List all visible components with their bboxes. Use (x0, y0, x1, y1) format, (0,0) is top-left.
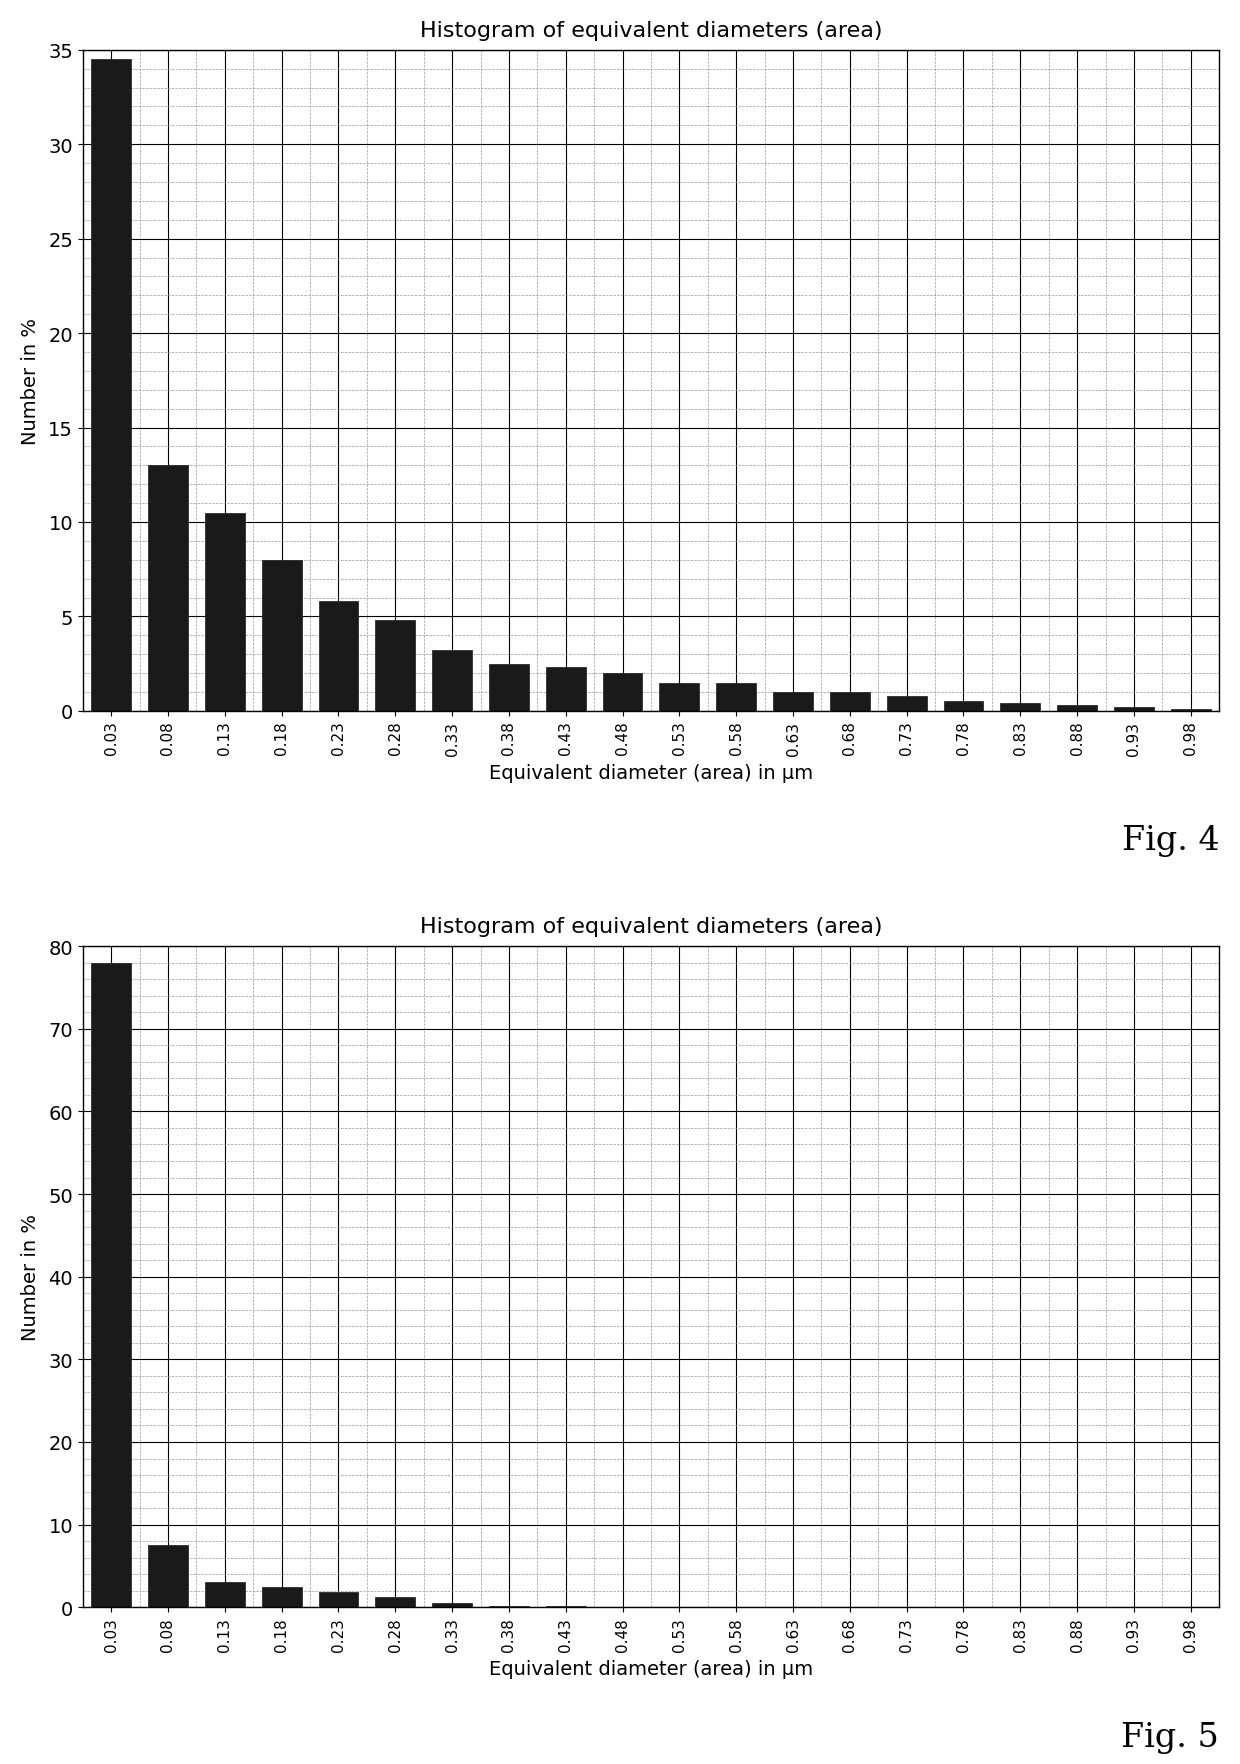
Bar (262, 561, 301, 711)
Bar (376, 621, 415, 711)
Bar (205, 1582, 244, 1607)
Bar (376, 1598, 415, 1607)
Bar (773, 693, 813, 711)
Bar (830, 693, 869, 711)
Bar (319, 602, 358, 711)
Bar (205, 513, 244, 711)
Bar (489, 665, 528, 711)
Bar (319, 1593, 358, 1607)
Y-axis label: Number in %: Number in % (21, 318, 40, 445)
Bar (717, 683, 756, 711)
Bar (433, 651, 472, 711)
Bar (660, 683, 699, 711)
Bar (1001, 704, 1040, 711)
X-axis label: Equivalent diameter (area) in μm: Equivalent diameter (area) in μm (489, 764, 813, 783)
Bar (433, 1603, 472, 1607)
Bar (944, 702, 983, 711)
Bar (148, 466, 188, 711)
Bar (1171, 709, 1210, 711)
Title: Histogram of equivalent diameters (area): Histogram of equivalent diameters (area) (419, 21, 882, 41)
Bar (148, 1545, 188, 1607)
X-axis label: Equivalent diameter (area) in μm: Equivalent diameter (area) in μm (489, 1660, 813, 1678)
Bar (887, 697, 926, 711)
Bar (1114, 707, 1154, 711)
Text: Fig. 4: Fig. 4 (1121, 826, 1219, 857)
Bar (262, 1586, 301, 1607)
Text: Fig. 5: Fig. 5 (1121, 1720, 1219, 1753)
Title: Histogram of equivalent diameters (area): Histogram of equivalent diameters (area) (419, 917, 882, 937)
Bar (92, 963, 131, 1607)
Bar (1058, 706, 1097, 711)
Bar (546, 669, 585, 711)
Y-axis label: Number in %: Number in % (21, 1214, 40, 1341)
Bar (92, 60, 131, 711)
Bar (603, 674, 642, 711)
